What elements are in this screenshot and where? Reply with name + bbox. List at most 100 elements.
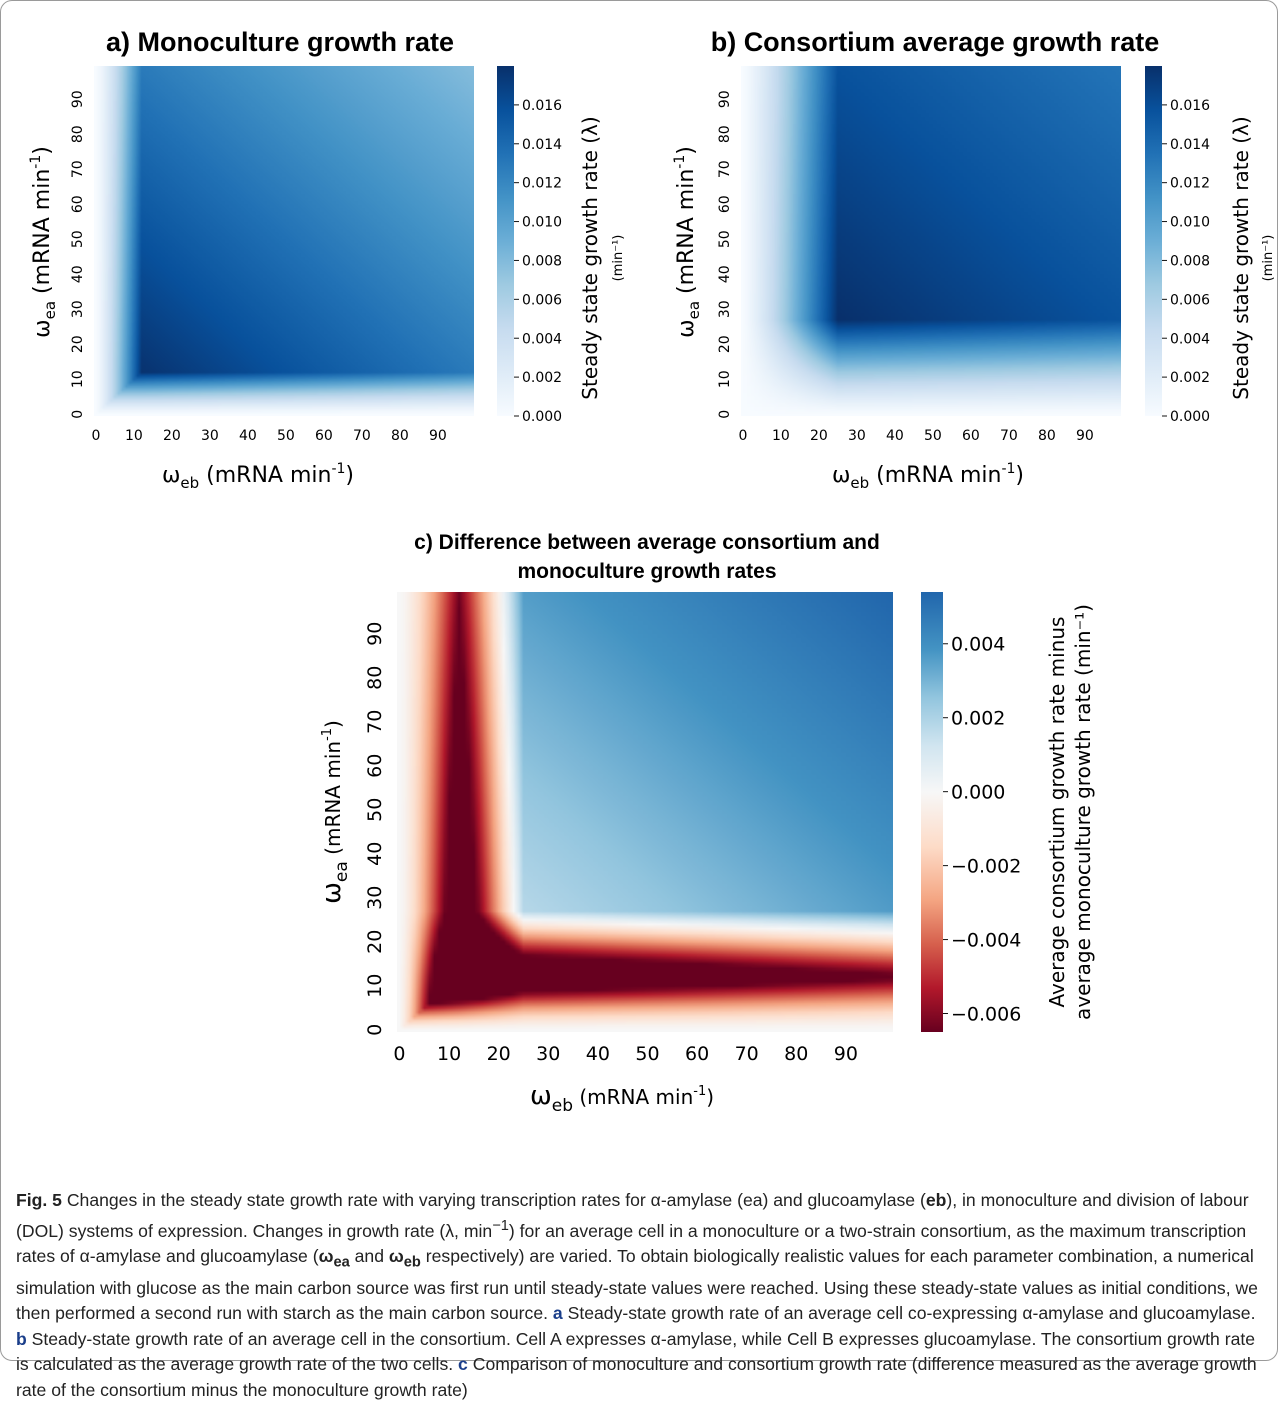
panel-b-x-tick: 40 xyxy=(886,428,904,444)
panel-a-ylabel: ωea (mRNA min-1) xyxy=(28,146,59,338)
panel-a-colorbar-tick-label: 0.004 xyxy=(522,331,562,347)
figure-canvas: a) Monoculture growth rate 0 10 20 30 40 50 60… xyxy=(28,27,1276,1116)
panel-a-x-tick: 50 xyxy=(277,428,295,444)
panel-c-x-tick: 50 xyxy=(635,1043,659,1065)
panel-a: a) Monoculture growth rate 0 10 20 30 40 50 60… xyxy=(28,27,626,492)
panel-b-y-tick: 70 xyxy=(717,160,733,178)
panel-b-y-tick: 0 xyxy=(717,410,733,419)
panel-c-y-tick: 80 xyxy=(364,666,386,690)
caption-text-1: Changes in the steady state growth rate … xyxy=(61,1190,926,1210)
panel-c-x-tick: 40 xyxy=(586,1043,610,1065)
panel-b-colorbar-unit: (min⁻¹) xyxy=(1261,235,1276,282)
panel-c: c) Difference between average consortium… xyxy=(317,531,1095,1116)
caption-eb: eb xyxy=(925,1190,947,1210)
panel-b-colorbar-tick-label: 0.004 xyxy=(1170,331,1210,347)
panel-c-colorbar xyxy=(921,592,943,1032)
panel-b-colorbar-tick-label: 0.016 xyxy=(1170,98,1210,114)
panel-b-x-tick: 80 xyxy=(1038,428,1056,444)
panel-b-y-tick: 90 xyxy=(717,90,733,108)
caption-label-a: a xyxy=(552,1303,563,1324)
panel-a-colorbar-tick-label: 0.014 xyxy=(522,137,562,153)
panel-c-x-tick: 10 xyxy=(437,1043,461,1065)
panel-c-title-line2: monoculture growth rates xyxy=(517,560,776,583)
panel-b-colorbar-tick-label: 0.006 xyxy=(1170,292,1210,308)
panel-c-y-tick: 0 xyxy=(364,1024,386,1036)
panel-a-heatmap xyxy=(94,66,474,416)
panel-c-y-tick: 60 xyxy=(364,754,386,778)
panel-c-x-tick: 30 xyxy=(536,1043,560,1065)
panel-c-x-tick: 90 xyxy=(834,1043,858,1065)
figure-frame xyxy=(0,0,1278,1361)
panel-b-y-tick: 60 xyxy=(717,195,733,213)
panel-a-colorbar-tick-label: 0.012 xyxy=(522,176,562,192)
panel-a-title: a) Monoculture growth rate xyxy=(106,27,454,57)
panel-b-x-tick: 60 xyxy=(962,428,980,444)
panel-a-x-tick: 90 xyxy=(429,428,447,444)
panel-a-x-tick: 40 xyxy=(239,428,257,444)
figure-caption: Fig. 5 Changes in the steady state growt… xyxy=(16,1188,1270,1403)
panel-a-colorbar-tick-label: 0.006 xyxy=(522,292,562,308)
panel-a-y-tick: 0 xyxy=(70,410,86,419)
caption-label-b: b xyxy=(16,1328,27,1349)
panel-b-x-tick: 0 xyxy=(738,428,747,444)
caption-w-eb-sub: eb xyxy=(403,1254,421,1271)
panel-c-x-tick: 60 xyxy=(685,1043,709,1065)
panel-a-y-tick: 20 xyxy=(70,335,86,353)
panel-a-y-tick: 60 xyxy=(70,195,86,213)
panel-a-colorbar xyxy=(497,66,514,416)
panel-c-colorbar-tick-label: −0.006 xyxy=(951,1003,1021,1025)
panel-a-y-tick: 70 xyxy=(70,160,86,178)
panel-c-ticks: 0 10 20 30 40 50 60 70 80 90 0 10 20 30 40 50 60 70 80 90 xyxy=(364,622,858,1065)
panel-c-y-tick: 90 xyxy=(364,622,386,646)
panel-a-x-tick: 10 xyxy=(125,428,143,444)
panel-b-xlabel: ωeb (mRNA min-1) xyxy=(832,461,1024,492)
panel-c-colorbar-tick-label: 0.004 xyxy=(951,634,1005,656)
panel-c-x-tick: 0 xyxy=(393,1043,405,1065)
panel-b-colorbar-tick-label: 0.012 xyxy=(1170,176,1210,192)
panel-b-colorbar-tick-label: 0.010 xyxy=(1170,215,1210,231)
panel-c-colorbar-tick-label: 0.002 xyxy=(951,708,1005,730)
panel-a-y-tick: 50 xyxy=(70,230,86,248)
panel-b-x-tick: 90 xyxy=(1076,428,1094,444)
panel-c-x-tick: 80 xyxy=(784,1043,808,1065)
panel-b-colorbar-ticks: 0.000 0.002 0.004 0.006 0.008 0.010 0.012 0.014… xyxy=(1162,98,1210,425)
panel-c-colorbar-tick-label: 0.000 xyxy=(951,782,1005,804)
caption-fig-label: Fig. 5 xyxy=(16,1190,62,1210)
panel-c-heatmap xyxy=(397,592,893,1032)
panel-b-x-tick: 70 xyxy=(1000,428,1018,444)
panel-a-x-tick: 70 xyxy=(353,428,371,444)
caption-text-a: Steady-state growth rate of an average c… xyxy=(562,1303,1256,1324)
caption-w-ea: ω xyxy=(318,1245,334,1266)
caption-w-eb: ω xyxy=(388,1245,404,1266)
panel-c-x-tick: 70 xyxy=(735,1043,759,1065)
panel-b-y-tick: 10 xyxy=(717,370,733,388)
panel-b-heatmap xyxy=(741,66,1121,416)
panel-c-y-tick: 40 xyxy=(364,842,386,866)
panel-c-colorbar-label-line2: average monoculture growth rate (min⁻¹) xyxy=(1071,604,1095,1020)
panel-a-colorbar-tick-label: 0.002 xyxy=(522,370,562,386)
panel-a-colorbar-ticks: 0.000 0.002 0.004 0.006 0.008 0.010 0.012 0.014… xyxy=(514,98,562,425)
panel-c-y-tick: 50 xyxy=(364,798,386,822)
panel-b-y-tick: 80 xyxy=(717,125,733,143)
panel-a-colorbar-tick-label: 0.008 xyxy=(522,253,562,269)
panel-a-y-tick: 10 xyxy=(70,370,86,388)
panel-a-x-tick: 30 xyxy=(201,428,219,444)
panel-a-y-tick: 90 xyxy=(70,90,86,108)
panel-b-colorbar-tick-label: 0.000 xyxy=(1170,409,1210,425)
panel-c-y-tick: 30 xyxy=(364,886,386,910)
panel-b-x-tick: 30 xyxy=(848,428,866,444)
panel-a-x-tick: 20 xyxy=(163,428,181,444)
panel-b-y-tick: 40 xyxy=(717,265,733,283)
panel-a-y-tick: 40 xyxy=(70,265,86,283)
panel-b-y-tick: 50 xyxy=(717,230,733,248)
panel-c-ylabel: ωea (mRNA min-1) xyxy=(317,720,352,904)
caption-w-ea-sub: ea xyxy=(333,1254,350,1271)
panel-b-colorbar-label: Steady state growth rate (λ) xyxy=(1229,116,1253,399)
panel-a-colorbar-tick-label: 0.010 xyxy=(522,215,562,231)
panel-b-title: b) Consortium average growth rate xyxy=(711,27,1160,57)
panel-c-xlabel: ωeb (mRNA min-1) xyxy=(530,1081,714,1116)
panel-c-y-tick: 20 xyxy=(364,930,386,954)
panel-a-y-tick: 30 xyxy=(70,300,86,318)
panel-a-x-tick: 0 xyxy=(91,428,100,444)
panel-c-colorbar-tick-label: −0.004 xyxy=(951,929,1021,951)
